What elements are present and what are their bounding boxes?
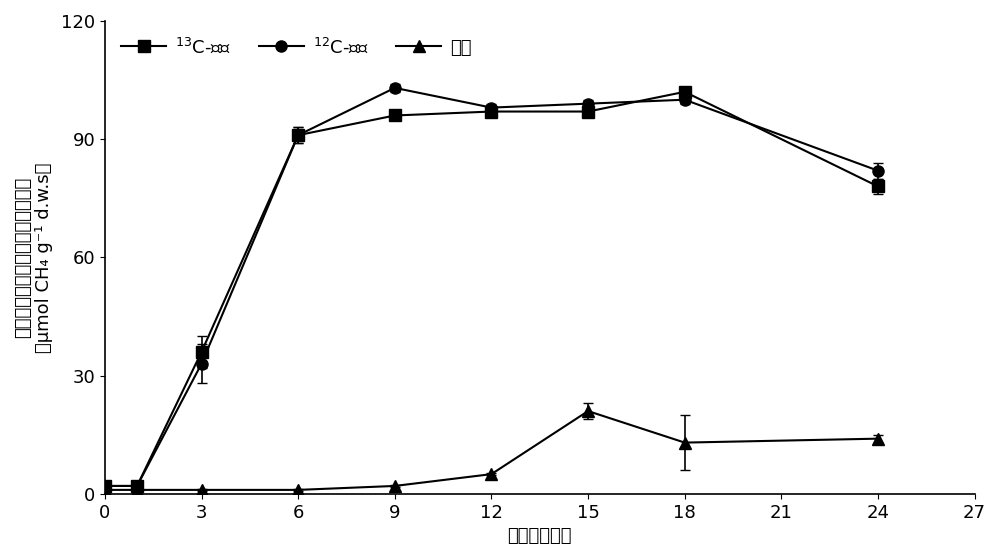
Legend: $^{13}$C-甲酸, $^{12}$C-甲酸, 对照: $^{13}$C-甲酸, $^{12}$C-甲酸, 对照: [114, 30, 479, 64]
Y-axis label: 微宇宙培育实验中甲烷气体的浓度
（μmol CH₄ g⁻¹ d.w.s）: 微宇宙培育实验中甲烷气体的浓度 （μmol CH₄ g⁻¹ d.w.s）: [14, 162, 53, 353]
X-axis label: 时间（天数）: 时间（天数）: [507, 527, 572, 545]
